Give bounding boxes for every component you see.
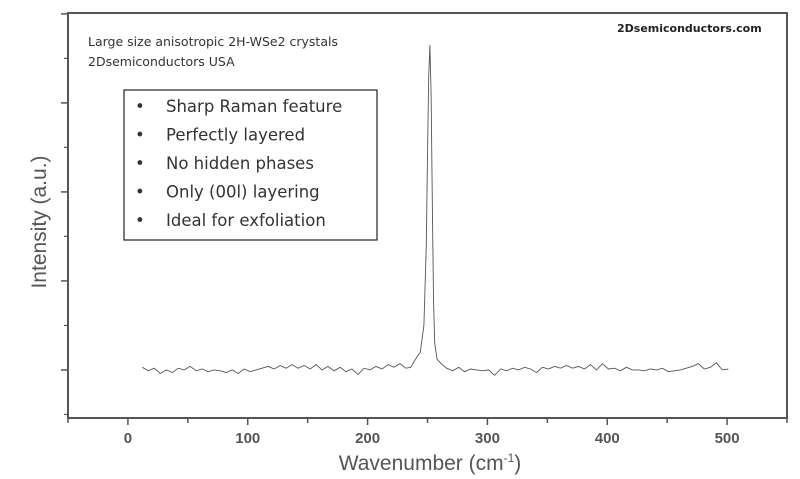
x-tick-label: 300 bbox=[475, 430, 500, 447]
annotation-title: Large size anisotropic 2H-WSe2 crystals bbox=[88, 34, 338, 49]
website-label: 2Dsemiconductors.com bbox=[617, 22, 762, 35]
feature-box-border bbox=[123, 89, 378, 241]
x-tick-label: 100 bbox=[235, 430, 260, 447]
feature-item: Only (00l) layering bbox=[166, 183, 320, 202]
x-tick-label: 400 bbox=[595, 430, 620, 447]
x-axis-title-sup: -1 bbox=[504, 451, 515, 465]
x-tick-label: 200 bbox=[355, 430, 380, 447]
y-axis-title: Intensity (a.u.) bbox=[28, 155, 51, 288]
raman-spectrum-line bbox=[142, 44, 729, 376]
feature-item: Perfectly layered bbox=[166, 126, 305, 145]
bullet-icon: • bbox=[135, 126, 145, 145]
x-tick-label: 500 bbox=[715, 430, 740, 447]
feature-item: Sharp Raman feature bbox=[166, 97, 342, 116]
x-axis-title: Wavenumber (cm-1) bbox=[339, 451, 522, 475]
feature-item: Ideal for exfoliation bbox=[166, 211, 326, 230]
bullet-icon: • bbox=[135, 154, 145, 173]
x-tick-label: 0 bbox=[124, 430, 132, 447]
feature-item: No hidden phases bbox=[166, 154, 314, 173]
x-axis-title-main: Wavenumber (cm bbox=[339, 452, 504, 475]
feature-box: • Sharp Raman feature • Perfectly layered • N… bbox=[123, 89, 378, 241]
annotation-company: 2Dsemiconductors USA bbox=[88, 54, 235, 69]
ticks: 0 100 200 300 400 500 bbox=[61, 13, 788, 447]
bullet-icon: • bbox=[135, 211, 145, 230]
bullet-icon: • bbox=[135, 97, 145, 116]
bullet-icon: • bbox=[135, 183, 145, 202]
x-axis-title-end: ) bbox=[514, 452, 521, 475]
